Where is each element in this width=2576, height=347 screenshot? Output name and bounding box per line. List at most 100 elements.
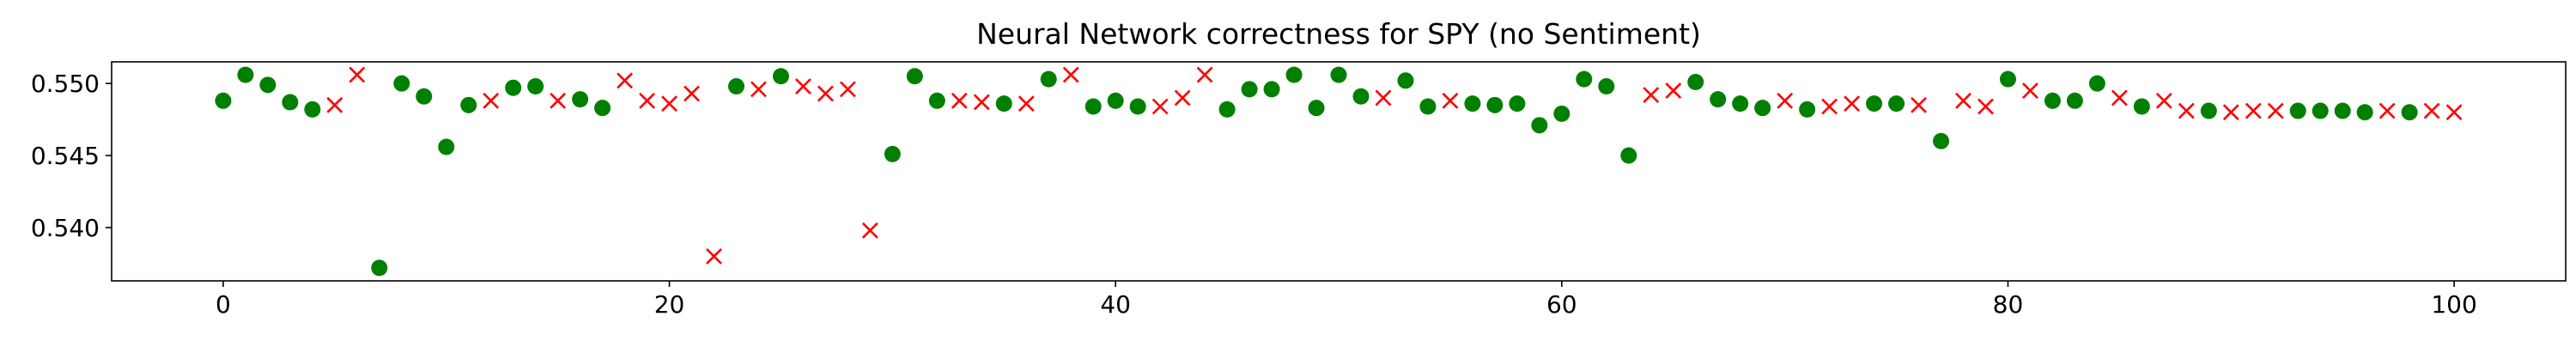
correct-point	[1999, 70, 2016, 88]
y-tick-label: 0.545	[31, 142, 100, 170]
correct-point	[928, 92, 945, 109]
correct-point	[1241, 81, 1258, 98]
x-tick-label: 80	[1993, 290, 2024, 319]
correct-point	[1218, 100, 1236, 118]
correct-point	[2200, 102, 2217, 119]
incorrect-point	[639, 92, 655, 109]
incorrect-point	[2022, 82, 2038, 99]
correct-point	[1687, 73, 1704, 90]
correct-point	[259, 76, 276, 94]
incorrect-point	[2245, 102, 2262, 119]
incorrect-point	[1821, 98, 1838, 115]
incorrect-point	[2445, 104, 2463, 121]
incorrect-point	[349, 66, 366, 83]
incorrect-point	[2379, 102, 2396, 119]
incorrect-point	[683, 85, 700, 102]
correct-point	[527, 78, 544, 95]
incorrect-point	[1643, 87, 1660, 104]
correct-point	[2088, 75, 2105, 92]
correct-point	[772, 68, 789, 85]
correct-point	[2401, 104, 2418, 121]
incorrect-point	[1665, 82, 1682, 99]
correct-point	[1486, 96, 1504, 113]
incorrect-point	[1911, 96, 1927, 113]
incorrect-point	[839, 81, 856, 98]
correct-point	[1598, 78, 1615, 95]
incorrect-point	[1955, 92, 1971, 109]
incorrect-point	[2267, 102, 2284, 119]
incorrect-point	[951, 92, 968, 109]
incorrect-point	[661, 95, 677, 113]
incorrect-point	[617, 72, 634, 89]
incorrect-point	[706, 248, 722, 265]
correct-point	[215, 92, 232, 109]
incorrect-point	[1978, 98, 1994, 115]
correct-point	[1531, 117, 1548, 134]
incorrect-point	[750, 81, 767, 98]
correct-point	[1754, 100, 1771, 117]
x-tick-label: 20	[654, 290, 685, 319]
incorrect-point	[2222, 104, 2239, 121]
correct-point	[1464, 95, 1481, 113]
incorrect-point	[2111, 89, 2128, 107]
correct-point	[1285, 66, 1303, 83]
correct-point	[884, 145, 901, 162]
correct-point	[1509, 95, 1526, 113]
axes-layer: 0 20 40 60 80 100 0.540 0.545 0.550	[31, 61, 2567, 319]
correct-point	[1933, 132, 1950, 149]
correct-point	[1419, 98, 1437, 115]
incorrect-point	[861, 222, 878, 239]
correct-point	[1352, 88, 1370, 105]
correct-point	[237, 66, 254, 83]
correct-point	[1263, 81, 1280, 98]
x-tick-label: 40	[1100, 290, 1131, 319]
correct-point	[304, 100, 321, 118]
incorrect-point	[2423, 102, 2440, 119]
incorrect-point	[817, 85, 834, 102]
incorrect-point	[1151, 98, 1169, 115]
correct-point	[416, 88, 433, 105]
correct-point	[1866, 95, 1883, 113]
incorrect-point	[2178, 102, 2195, 119]
y-tick-label: 0.550	[31, 70, 100, 98]
chart-title: Neural Network correctness for SPY (no S…	[976, 17, 1701, 51]
plot-frame	[111, 61, 2567, 282]
incorrect-point	[2155, 92, 2172, 109]
correct-point	[1799, 100, 1816, 118]
incorrect-point	[1442, 92, 1459, 109]
correct-point	[906, 68, 923, 85]
correct-point	[1620, 147, 1637, 164]
correct-point	[2289, 102, 2306, 119]
correct-point	[2133, 98, 2150, 115]
marks-layer	[215, 66, 2463, 277]
correct-point	[572, 91, 589, 108]
correct-point	[460, 96, 477, 113]
correct-point	[505, 79, 522, 96]
incorrect-point	[1018, 95, 1035, 113]
incorrect-point	[1062, 66, 1079, 83]
incorrect-point	[483, 92, 500, 109]
correct-point	[2312, 102, 2329, 119]
incorrect-point	[1844, 95, 1861, 113]
correct-point	[1330, 66, 1347, 83]
correct-point	[2356, 104, 2373, 121]
incorrect-point	[1174, 89, 1191, 107]
correct-point	[2044, 92, 2061, 109]
incorrect-point	[550, 92, 567, 109]
correct-point	[1084, 98, 1102, 115]
x-tick-label: 100	[2431, 290, 2476, 319]
correct-point	[1710, 91, 1727, 108]
correct-point	[1129, 98, 1146, 115]
correct-point	[2334, 102, 2351, 119]
incorrect-point	[1375, 89, 1392, 107]
incorrect-point	[326, 96, 343, 113]
incorrect-point	[973, 94, 990, 111]
correct-point	[1308, 100, 1325, 117]
y-tick-label: 0.540	[31, 214, 100, 242]
correct-point	[1576, 70, 1593, 88]
correct-point	[727, 78, 744, 95]
x-tick-label: 0	[216, 290, 231, 319]
